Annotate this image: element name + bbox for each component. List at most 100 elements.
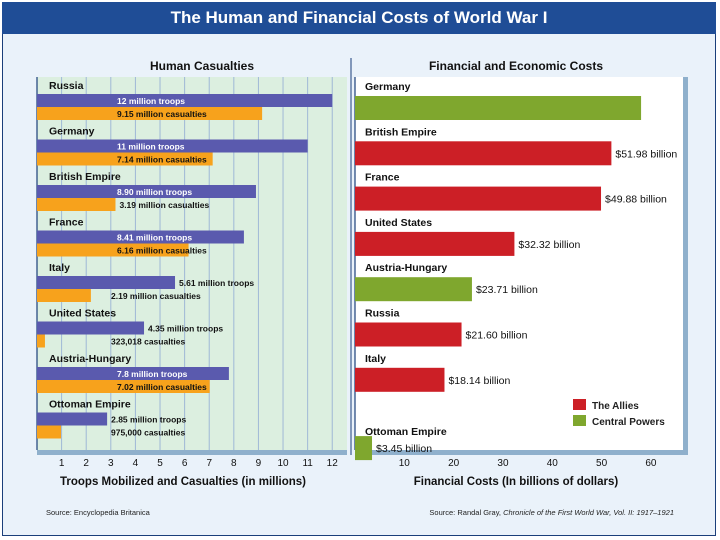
casualties-label-ottoman-empire: 975,000 casualties — [111, 428, 185, 438]
fin-category-label-british-empire: British Empire — [365, 126, 437, 138]
left-x-axis-label: Troops Mobilized and Casualties (in mill… — [60, 476, 306, 488]
category-label-austria-hungary: Austria-Hungary — [49, 353, 131, 365]
left-tick-labels: 1 2 3 4 5 6 7 8 9 10 11 12 — [59, 458, 338, 469]
page-title: The Human and Financial Costs of World W… — [2, 2, 716, 34]
troops-bar-ottoman-empire — [37, 412, 108, 426]
category-label-france: France — [49, 217, 84, 229]
left-tick-label: 3 — [108, 458, 114, 469]
troops-bar-united-states — [37, 321, 145, 335]
left-tick-label: 12 — [327, 458, 339, 469]
right-panel-title: Financial and Economic Costs — [429, 59, 603, 73]
left-tick-label: 10 — [277, 458, 289, 469]
right-tick-label: 60 — [645, 458, 657, 469]
right-tick-label: 50 — [596, 458, 608, 469]
category-label-united-states: United States — [49, 308, 116, 320]
troops-label-united-states: 4.35 million troops — [148, 324, 223, 334]
fin-category-label-ottoman-empire: Ottoman Empire — [365, 426, 447, 438]
troops-label-ottoman-empire: 2.85 million troops — [111, 415, 186, 425]
legend-allies-label: The Allies — [592, 401, 639, 412]
casualties-bar-united-states — [37, 334, 45, 348]
cost-bar-austria-hungary — [355, 277, 472, 302]
cost-bar-british-empire — [355, 141, 612, 166]
cost-value-russia: $21.60 billion — [466, 330, 528, 342]
cost-value-united-states: $32.32 billion — [518, 239, 580, 251]
cost-bar-italy — [355, 367, 445, 392]
troops-bar-italy — [37, 276, 176, 289]
right-tick-labels: 10 20 30 40 50 60 — [399, 458, 657, 469]
right-x-axis-label: Financial Costs (In billions of dollars) — [414, 476, 619, 488]
left-bars: Russia 12 million troops 9.15 million casu… — [37, 80, 333, 439]
troops-bar-germany — [37, 139, 308, 153]
right-tick-label: 10 — [399, 458, 411, 469]
cost-value-france: $49.88 billion — [605, 194, 667, 206]
category-label-italy: Italy — [49, 262, 70, 274]
casualties-label-russia: 9.15 million casualties — [117, 109, 207, 119]
legend-central-swatch — [573, 415, 586, 426]
right-tick-label: 40 — [547, 458, 559, 469]
left-tick-label: 5 — [157, 458, 163, 469]
fin-category-label-italy: Italy — [365, 353, 386, 365]
left-tick-label: 7 — [206, 458, 212, 469]
category-label-british-empire: British Empire — [49, 171, 121, 183]
troops-label-austria-hungary: 7.8 million troops — [117, 369, 188, 379]
cost-value-ottoman-empire: $3.45 billion — [376, 443, 432, 455]
fin-category-label-united-states: United States — [365, 217, 432, 229]
troops-label-british-empire: 8.90 million troops — [117, 187, 192, 197]
casualties-bar-austria-hungary — [37, 380, 210, 393]
fin-category-label-france: France — [365, 172, 400, 184]
casualties-label-italy: 2.19 million casualties — [111, 291, 201, 301]
casualties-label-germany: 7.14 million casualties — [117, 155, 207, 165]
troops-label-italy: 5.61 million troops — [179, 278, 254, 288]
right-source: Source: Randal Gray, Chronicle of the Fi… — [429, 508, 674, 517]
cost-value-austria-hungary: $23.71 billion — [476, 284, 538, 296]
left-source-text: Source: Encyclopedia Britanica — [46, 508, 151, 517]
cost-bar-germany — [355, 96, 642, 120]
troops-bar-russia — [37, 94, 333, 107]
bottom-panel-shadow — [355, 450, 688, 455]
casualties-bar-british-empire — [37, 198, 116, 211]
troops-label-russia: 12 million troops — [117, 96, 185, 106]
troops-bar-british-empire — [37, 185, 256, 198]
right-source-prefix: Source: Randal Gray, — [429, 508, 503, 517]
left-panel-title: Human Casualties — [150, 59, 254, 73]
cost-bar-united-states — [355, 231, 515, 256]
troops-label-france: 8.41 million troops — [117, 233, 192, 243]
casualties-bar-russia — [37, 107, 263, 120]
troops-bar-france — [37, 230, 244, 244]
casualties-label-united-states: 323,018 casualties — [111, 337, 185, 347]
casualties-bar-germany — [37, 152, 213, 166]
category-label-russia: Russia — [49, 80, 84, 92]
legend-central-label: Central Powers — [592, 417, 665, 428]
right-source-title: Chronicle of the First World War, Vol. I… — [503, 508, 674, 517]
left-tick-label: 1 — [59, 458, 65, 469]
cost-value-italy: $18.14 billion — [448, 375, 510, 387]
casualties-bar-italy — [37, 289, 91, 302]
legend-allies-swatch — [573, 399, 586, 410]
left-tick-label: 4 — [133, 458, 139, 469]
left-tick-label: 8 — [231, 458, 237, 469]
casualties-label-france: 6.16 million casualties — [117, 246, 207, 256]
left-tick-label: 2 — [83, 458, 89, 469]
right-bars: Germany British Empire $51.98 billion Franc… — [355, 81, 677, 461]
fin-category-label-russia: Russia — [365, 308, 400, 320]
left-bottom-shadow — [37, 450, 347, 455]
cost-bar-france — [355, 186, 602, 211]
category-label-ottoman-empire: Ottoman Empire — [49, 399, 131, 411]
cost-bar-russia — [355, 322, 462, 347]
fin-category-label-germany: Germany — [365, 81, 411, 93]
casualties-label-british-empire: 3.19 million casualties — [119, 200, 209, 210]
left-tick-label: 9 — [256, 458, 262, 469]
casualties-bar-france — [37, 243, 189, 257]
cost-bar-ottoman-empire — [355, 436, 373, 461]
left-tick-label: 11 — [302, 458, 313, 469]
troops-bar-austria-hungary — [37, 367, 229, 380]
cost-value-british-empire: $51.98 billion — [615, 148, 677, 160]
left-source: Source: Encyclopedia Britanica — [46, 508, 151, 517]
right-panel-shadow — [683, 77, 688, 450]
right-tick-label: 30 — [497, 458, 509, 469]
left-tick-label: 6 — [182, 458, 188, 469]
right-tick-label: 20 — [448, 458, 460, 469]
casualties-bar-ottoman-empire — [37, 425, 61, 439]
troops-label-germany: 11 million troops — [117, 142, 185, 152]
fin-category-label-austria-hungary: Austria-Hungary — [365, 262, 447, 274]
